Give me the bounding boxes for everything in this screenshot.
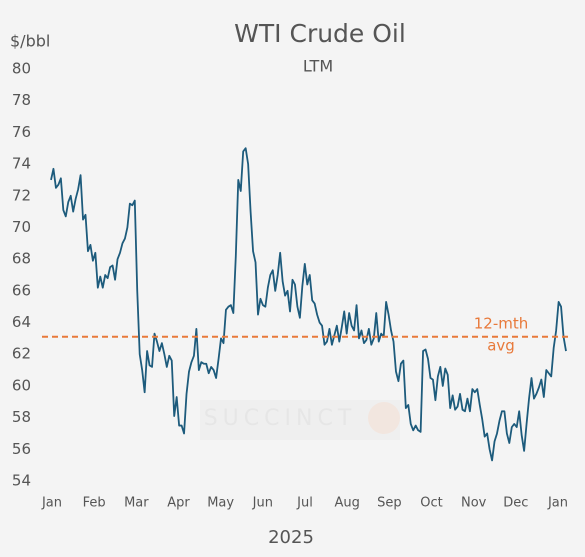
x-tick-label: Oct xyxy=(420,496,442,511)
x-tick-label: Apr xyxy=(167,496,190,511)
chart-title: WTI Crude Oil xyxy=(234,19,406,48)
y-tick-label: 78 xyxy=(12,91,31,109)
watermark-icon xyxy=(368,402,400,434)
y-tick-label: 64 xyxy=(12,313,31,331)
average-label: avg xyxy=(487,337,515,355)
x-tick-label: Sep xyxy=(377,496,402,511)
y-tick-label: 58 xyxy=(12,408,31,426)
x-tick-label: May xyxy=(207,496,234,511)
y-tick-label: 80 xyxy=(12,60,31,78)
watermark: SUCCINCT xyxy=(204,406,357,431)
y-tick-label: 72 xyxy=(12,186,31,204)
x-tick-label: Feb xyxy=(83,496,106,511)
y-tick-label: 76 xyxy=(12,123,31,141)
x-tick-label: Jan xyxy=(547,496,568,511)
watermark-group: SUCCINCT xyxy=(200,400,400,440)
y-tick-label: 68 xyxy=(12,250,31,268)
x-tick-label: Aug xyxy=(334,496,359,511)
x-tick-label: Mar xyxy=(124,496,149,511)
y-tick-label: 60 xyxy=(12,376,31,394)
x-axis-label: 2025 xyxy=(268,527,314,548)
y-axis-label: $/bbl xyxy=(10,32,50,51)
y-tick-label: 62 xyxy=(12,345,31,363)
price-line xyxy=(50,147,567,462)
x-tick-label: Jun xyxy=(252,496,273,511)
y-tick-label: 54 xyxy=(12,472,31,490)
y-tick-label: 70 xyxy=(12,218,31,236)
y-tick-label: 56 xyxy=(12,440,31,458)
y-tick-label: 66 xyxy=(12,281,31,299)
y-tick-label: 74 xyxy=(12,155,31,173)
average-label: 12-mth xyxy=(474,315,529,333)
x-tick-label: Jan xyxy=(41,496,62,511)
x-tick-label: Nov xyxy=(461,496,487,511)
x-tick-label: Jul xyxy=(296,496,313,511)
chart-subtitle: LTM xyxy=(303,57,333,76)
x-tick-label: Dec xyxy=(503,496,528,511)
watermark-bg xyxy=(200,400,400,440)
